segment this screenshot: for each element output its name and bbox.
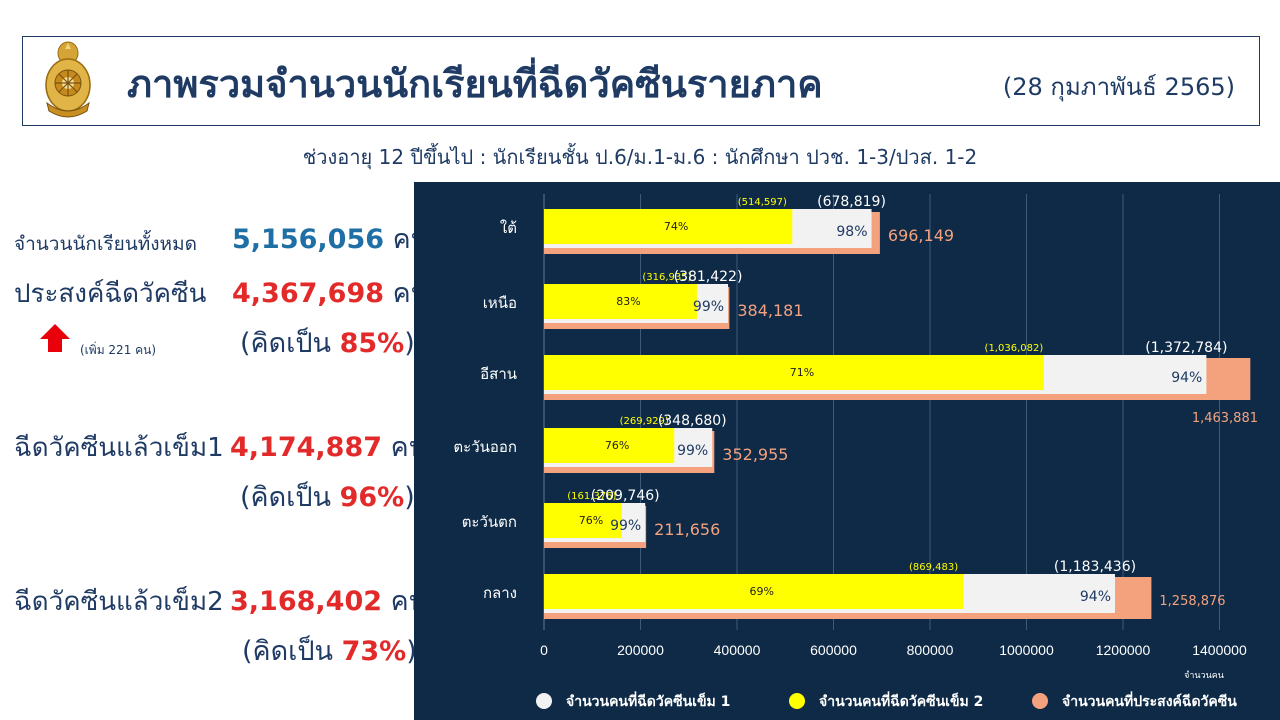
dose1-count-label: (1,372,784) — [1145, 340, 1227, 356]
total-value: 5,156,056 — [232, 224, 385, 255]
dose2-count-label: (869,483) — [909, 562, 958, 573]
dose1-label-row: ฉีดวัคซีนแล้วเข็ม1 — [14, 432, 224, 464]
legend-label: จำนวนคนที่ประสงค์ฉีดวัคซีน — [1062, 691, 1237, 710]
intend-count-label: 1,463,881 — [1192, 411, 1258, 426]
dose2-pct-label: 69% — [750, 585, 774, 598]
x-tick-label: 1400000 — [1192, 642, 1247, 658]
dose2-pct-label: 71% — [790, 366, 814, 379]
legend-marker — [1032, 693, 1048, 709]
x-tick-label: 600000 — [810, 642, 857, 658]
dose1-pct-row: (คิดเป็น 96%) — [240, 482, 415, 514]
intend-pct-suffix: ) — [404, 328, 415, 359]
total-label: จำนวนนักเรียนทั้งหมด — [14, 233, 197, 255]
dose2-count-label: (1,036,082) — [985, 343, 1044, 354]
subtitle: ช่วงอายุ 12 ปีขึ้นไป : นักเรียนชั้น ป.6/… — [302, 145, 978, 169]
legend-label: จำนวนคนที่ฉีดวัคซีนเข็ม 2 — [819, 691, 983, 710]
title-box: ภาพรวมจำนวนนักเรียนที่ฉีดวัคซีนรายภาค (2… — [22, 36, 1260, 126]
dose1-count-label: (678,819) — [817, 194, 886, 210]
dose2-pct-label: 83% — [616, 295, 640, 308]
intend-value-row: 4,367,698 คน — [232, 278, 429, 310]
dose2-value: 3,168,402 — [230, 586, 383, 617]
dose1-pct-label: 98% — [836, 224, 867, 240]
dose1-label: ฉีดวัคซีนแล้วเข็ม1 — [14, 433, 224, 463]
intend-count-label: 211,656 — [654, 520, 720, 539]
dose1-count-label: (1,183,436) — [1054, 559, 1136, 575]
dose1-value-row: 4,174,887 คน — [230, 432, 427, 464]
legend-label: จำนวนคนที่ฉีดวัคซีนเข็ม 1 — [566, 691, 730, 710]
dose2-count-label: (161,376) — [567, 491, 616, 502]
x-axis-title: จำนวนคน — [1184, 670, 1224, 681]
dose2-pct-suffix: ) — [406, 636, 417, 667]
dose1-pct: 96% — [339, 482, 405, 513]
ministry-emblem-icon — [45, 41, 91, 118]
dose2-bar — [544, 574, 964, 609]
dose1-pct-label: 94% — [1080, 589, 1111, 605]
x-tick-label: 200000 — [617, 642, 664, 658]
x-tick-label: 1000000 — [999, 642, 1054, 658]
category-label: กลาง — [483, 584, 517, 602]
dose2-count-label: (514,597) — [738, 197, 787, 208]
bar-chart: 0 200000 400000 600000 800000 1000000 1200000 1… — [453, 194, 1258, 710]
chart-panel: 0 200000 400000 600000 800000 1000000 1200000 1… — [414, 182, 1280, 720]
dose2-bar — [544, 209, 793, 244]
dose1-value: 4,174,887 — [230, 432, 383, 463]
dose2-count-label: (316,935) — [642, 272, 691, 283]
dose2-label-row: ฉีดวัคซีนแล้วเข็ม2 — [14, 586, 224, 618]
intend-count-label: 696,149 — [888, 226, 954, 245]
category-label: เหนือ — [483, 294, 517, 312]
x-tick-label: 800000 — [907, 642, 954, 658]
increase-arrow-icon — [40, 324, 70, 352]
dose1-count-label: (381,422) — [674, 269, 743, 285]
legend-marker — [536, 693, 552, 709]
intend-pct-prefix: (คิดเป็น — [240, 328, 331, 359]
x-tick-label: 0 — [540, 642, 548, 658]
intend-label: ประสงค์ฉีดวัคซีน — [14, 279, 207, 309]
legend-marker — [789, 693, 805, 709]
dose2-bar — [544, 284, 697, 319]
dose2-label: ฉีดวัคซีนแล้วเข็ม2 — [14, 587, 224, 617]
total-students-label: จำนวนนักเรียนทั้งหมด — [14, 228, 197, 260]
dose2-bar — [544, 355, 1044, 390]
dose1-pct-label: 94% — [1171, 370, 1202, 386]
dose2-pct-prefix: (คิดเป็น — [242, 636, 333, 667]
dose1-pct-label: 99% — [610, 518, 641, 534]
x-tick-label: 1200000 — [1096, 642, 1151, 658]
title-date: (28 กุมภาพันธ์ 2565) — [1002, 73, 1235, 101]
increase-note: (เพิ่ม 221 คน) — [80, 343, 157, 357]
dose2-count-label: (269,929) — [620, 416, 669, 427]
category-label: ใต้ — [500, 219, 517, 237]
dose2-pct: 73% — [341, 636, 407, 667]
dose2-pct-label: 76% — [605, 439, 629, 452]
page-title: ภาพรวมจำนวนนักเรียนที่ฉีดวัคซีนรายภาค — [127, 62, 823, 106]
intend-count-label: 1,258,876 — [1159, 594, 1225, 609]
dose2-bar — [544, 503, 622, 538]
dose1-pct-label: 99% — [693, 299, 724, 315]
intend-count-label: 352,955 — [722, 445, 788, 464]
category-label: อีสาน — [480, 365, 517, 383]
intend-pct-row: (คิดเป็น 85%) — [240, 328, 415, 360]
intend-count-label: 384,181 — [737, 301, 803, 320]
dose1-count-label: (209,746) — [591, 488, 660, 504]
x-tick-label: 400000 — [714, 642, 761, 658]
dose1-pct-prefix: (คิดเป็น — [240, 482, 331, 513]
dose2-pct-label: 76% — [579, 514, 603, 527]
intend-value: 4,367,698 — [232, 278, 385, 309]
dose1-pct-suffix: ) — [404, 482, 415, 513]
total-students-value: 5,156,056 คน — [232, 224, 429, 256]
dose1-count-label: (348,680) — [658, 413, 727, 429]
dose2-value-row: 3,168,402 คน — [230, 586, 427, 618]
dose1-pct-label: 99% — [677, 443, 708, 459]
category-label: ตะวันออก — [453, 438, 517, 456]
dose2-bar — [544, 428, 675, 463]
intend-pct: 85% — [339, 328, 405, 359]
dose2-pct-label: 74% — [664, 220, 688, 233]
category-label: ตะวันตก — [462, 513, 517, 531]
dose2-pct-row: (คิดเป็น 73%) — [242, 636, 417, 668]
intend-label-row: ประสงค์ฉีดวัคซีน — [14, 278, 206, 310]
